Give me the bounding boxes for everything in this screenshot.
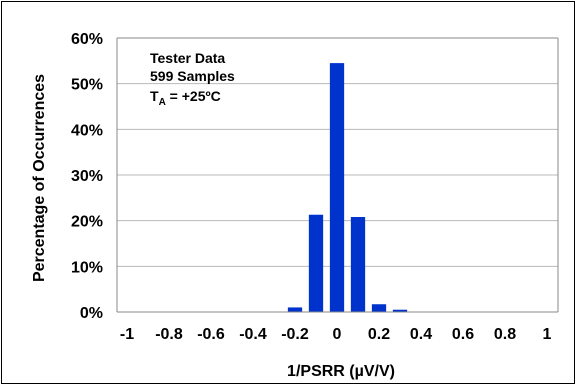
bar-0: [287, 307, 303, 312]
y-tick-label-2: 20%: [71, 214, 103, 231]
x-tick-label-9: 0.8: [494, 326, 516, 343]
annotation-line-1: Tester Data: [150, 50, 225, 66]
temp-subscript: A: [159, 97, 166, 108]
x-tick-label-7: 0.4: [410, 326, 432, 343]
x-tick-label-1: -0.8: [155, 326, 183, 343]
bar-3: [350, 217, 366, 312]
bar-1: [308, 214, 324, 312]
x-tick-label-6: 0.2: [368, 326, 390, 343]
x-tick-label-5: 0: [333, 326, 342, 343]
x-tick-label-2: -0.6: [197, 326, 225, 343]
x-tick-label-10: 1: [543, 326, 552, 343]
temp-value: = +25ºC: [166, 88, 221, 104]
x-tick-label-8: 0.6: [452, 326, 474, 343]
bar-5: [392, 309, 408, 312]
y-tick-label-3: 30%: [71, 168, 103, 185]
bar-4: [371, 304, 387, 312]
y-tick-label-6: 60%: [71, 31, 103, 48]
axes: [116, 37, 559, 313]
bar-2: [329, 63, 345, 312]
annotation-line-2: 599 Samples: [150, 68, 235, 84]
y-tick-label-0: 0%: [80, 305, 103, 322]
y-tick-label-4: 40%: [71, 122, 103, 139]
annotation-box: Tester Data 599 Samples TA = +25ºC: [150, 50, 235, 108]
bars: [287, 63, 408, 312]
x-tick-label-3: -0.4: [239, 326, 267, 343]
y-tick-label-5: 50%: [71, 77, 103, 94]
temp-symbol: T: [150, 88, 159, 104]
y-tick-label-1: 10%: [71, 259, 103, 276]
x-tick-label-4: -0.2: [281, 326, 309, 343]
x-tick-labels: -1 -0.8 -0.6 -0.4 -0.2 0 0.2 0.4 0.6 0.8 1: [120, 326, 552, 343]
x-tick-label-0: -1: [120, 326, 134, 343]
y-axis-title: Percentage of Occurrences: [31, 74, 48, 282]
x-axis-title: 1/PSRR (µV/V): [287, 363, 395, 380]
annotation-line-3: TA = +25ºC: [150, 88, 221, 108]
y-tick-labels: 0% 10% 20% 30% 40% 50% 60%: [71, 31, 103, 322]
